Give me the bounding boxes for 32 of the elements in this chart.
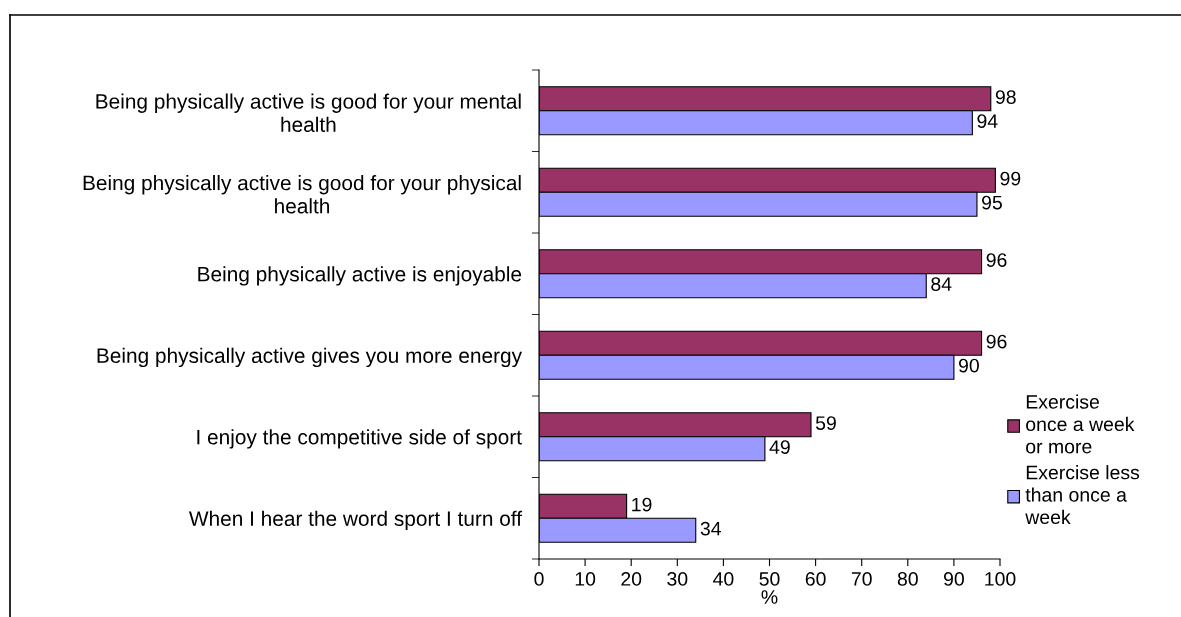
y-tick-label: Being physically active gives you more energy	[97, 347, 522, 368]
x-tick-label: 50	[759, 572, 780, 586]
y-tick-label: Being physically active is good for your mental health	[96, 93, 521, 132]
x-tick-label: 0	[534, 572, 544, 586]
y-tick-label: Being physically active is enjoyable	[198, 266, 522, 286]
x-tick-label: 80	[897, 572, 918, 586]
x-tick-label: 40	[713, 572, 734, 586]
data-label: 94	[977, 114, 998, 128]
legend-label: Exercise once a week or more	[1026, 394, 1135, 454]
data-label: 34	[700, 521, 721, 536]
x-tick-label: 100	[985, 572, 1016, 586]
data-label: 90	[958, 358, 979, 373]
data-label: 96	[986, 334, 1007, 349]
x-tick-label: 90	[944, 572, 964, 586]
data-label: 96	[986, 253, 1007, 267]
legend-label: Exercise less than once a week	[1025, 465, 1140, 525]
y-tick-label: Being physically active is good for your physical health	[83, 174, 521, 214]
data-label: 49	[769, 440, 790, 454]
y-tick-label: I enjoy the competitive side of sport	[197, 429, 522, 449]
x-tick-label: 60	[805, 572, 826, 586]
data-label: 99	[1000, 171, 1021, 186]
data-label: 98	[995, 90, 1016, 104]
x-tick-label: 30	[667, 572, 688, 586]
y-tick-label: When I hear the word sport I turn off	[188, 510, 523, 531]
x-axis-title: %	[761, 590, 778, 604]
x-tick-label: 10	[575, 572, 596, 586]
x-tick-label: 70	[851, 572, 872, 586]
data-label: 95	[982, 195, 1002, 210]
data-label: 84	[931, 277, 952, 291]
x-tick-label: 20	[621, 572, 642, 586]
data-label: 19	[632, 497, 652, 512]
data-label: 59	[815, 416, 836, 430]
